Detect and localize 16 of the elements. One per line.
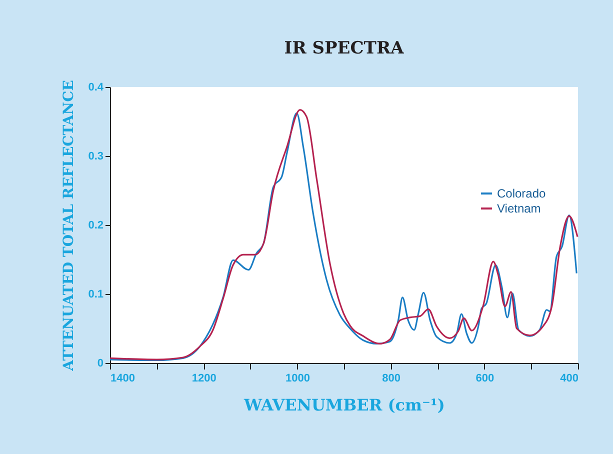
y-tick-label: 0.2 (88, 220, 104, 232)
x-tick-label: 600 (476, 372, 494, 384)
x-tick-label: 400 (560, 372, 578, 384)
chart-title: IR SPECTRA (284, 38, 405, 59)
x-tick-label: 1000 (285, 372, 310, 384)
x-tick-label: 1200 (192, 372, 216, 384)
legend-label: Vietnam (497, 202, 541, 216)
legend-label: Colorado (497, 186, 546, 200)
x-tick-label: 800 (382, 372, 400, 384)
y-tick-label: 0 (97, 358, 104, 370)
y-tick-label: 0.4 (88, 82, 104, 94)
x-tick-label: 1400 (110, 372, 135, 384)
x-axis-title: WAVENUMBER (cm⁻¹) (243, 396, 445, 414)
y-tick-label: 0.3 (88, 150, 104, 162)
y-tick-label: 0.1 (88, 288, 104, 300)
y-axis-title: ATTENUATED TOTAL REFLECTANCE (61, 80, 78, 372)
